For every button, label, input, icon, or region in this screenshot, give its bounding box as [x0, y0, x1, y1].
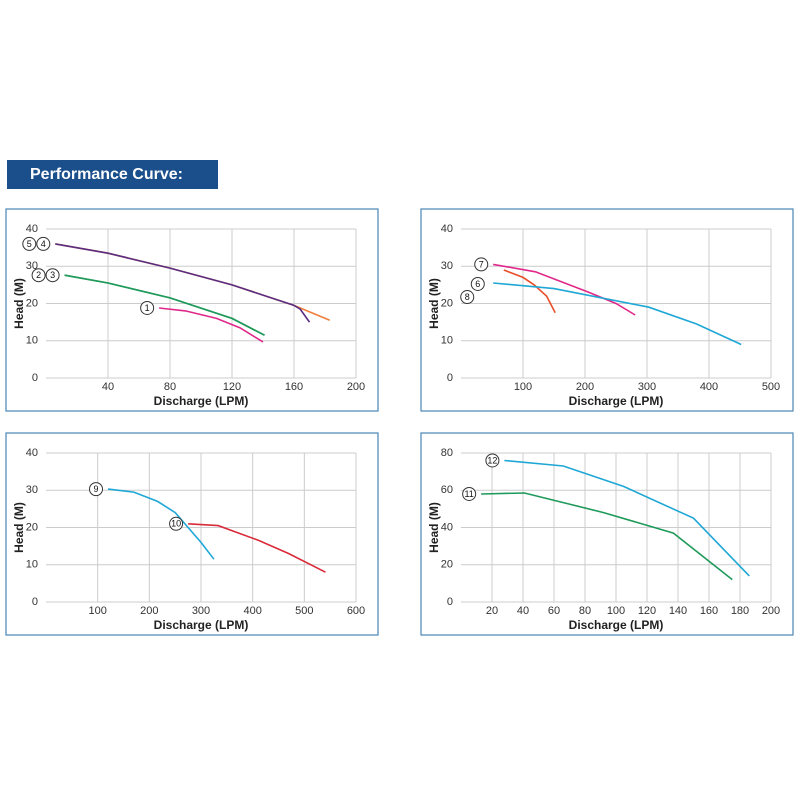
curve	[493, 282, 742, 346]
y-tick-label: 60	[441, 484, 453, 496]
x-tick-label: 400	[243, 605, 261, 617]
x-axis-label: Discharge (LPM)	[569, 618, 664, 632]
panel-frame	[5, 432, 379, 636]
y-tick-label: 20	[26, 521, 38, 533]
curve	[493, 263, 636, 316]
x-tick-label: 200	[762, 605, 780, 617]
curve	[159, 307, 264, 343]
x-axis-label: Discharge (LPM)	[154, 394, 249, 408]
curve-label-circle	[485, 453, 500, 468]
curve-label-circle	[169, 516, 184, 531]
x-tick-label: 100	[88, 605, 106, 617]
panel-frame	[420, 208, 794, 412]
x-tick-label: 40	[517, 605, 529, 617]
curve-label: 7	[479, 259, 484, 269]
y-tick-label: 10	[441, 335, 453, 347]
x-tick-label: 80	[579, 605, 591, 617]
x-tick-label: 120	[638, 605, 656, 617]
x-tick-label: 500	[295, 605, 313, 617]
y-tick-label: 30	[26, 484, 38, 496]
y-tick-label: 80	[441, 447, 453, 459]
curve-label-circle	[45, 268, 60, 283]
curve-label: 5	[27, 239, 32, 249]
x-tick-label: 40	[102, 381, 114, 393]
curve-label-circle	[470, 276, 485, 291]
x-axis-label: Discharge (LPM)	[569, 394, 664, 408]
x-axis-label: Discharge (LPM)	[154, 618, 249, 632]
x-tick-label: 200	[140, 605, 158, 617]
curve-label-circle	[36, 236, 51, 251]
curve-label-circle	[460, 290, 475, 305]
curve-label: 11	[464, 489, 473, 499]
x-tick-label: 180	[731, 605, 749, 617]
y-axis-label: Head (M)	[427, 502, 441, 553]
y-tick-label: 40	[441, 223, 453, 235]
x-tick-label: 160	[285, 381, 303, 393]
x-tick-label: 80	[164, 381, 176, 393]
x-tick-label: 100	[607, 605, 625, 617]
x-tick-label: 300	[638, 381, 656, 393]
y-tick-label: 0	[32, 372, 38, 384]
y-axis-label: Head (M)	[12, 278, 26, 329]
y-tick-label: 0	[32, 596, 38, 608]
header-bar	[7, 160, 218, 189]
y-tick-label: 20	[441, 559, 453, 571]
curve-label-circle	[140, 300, 155, 315]
curve	[504, 459, 750, 577]
curve	[55, 243, 311, 323]
x-tick-label: 140	[669, 605, 687, 617]
y-tick-label: 20	[26, 297, 38, 309]
x-tick-label: 60	[548, 605, 560, 617]
y-tick-label: 10	[26, 559, 38, 571]
y-tick-label: 40	[26, 223, 38, 235]
y-tick-label: 40	[26, 447, 38, 459]
x-tick-label: 160	[700, 605, 718, 617]
curve	[64, 274, 265, 336]
y-tick-label: 30	[26, 260, 38, 272]
y-axis-label: Head (M)	[12, 502, 26, 553]
y-axis-label: Head (M)	[427, 278, 441, 329]
y-tick-label: 0	[447, 372, 453, 384]
y-tick-label: 10	[26, 335, 38, 347]
x-tick-label: 20	[486, 605, 498, 617]
curve-label-circle	[31, 268, 46, 283]
y-tick-label: 0	[447, 596, 453, 608]
x-tick-label: 300	[192, 605, 210, 617]
curve-label: 8	[465, 292, 470, 302]
curve-label-circle	[89, 482, 103, 497]
x-tick-label: 500	[762, 381, 780, 393]
curve	[188, 523, 326, 573]
curve-label: 12	[487, 455, 497, 465]
curve	[55, 243, 331, 322]
curve	[503, 269, 556, 314]
curve-label: 9	[93, 484, 98, 494]
x-tick-label: 200	[576, 381, 594, 393]
x-tick-label: 100	[514, 381, 532, 393]
curve-label: 1	[145, 303, 150, 313]
curve-label-circle	[474, 257, 489, 272]
panel-frame	[5, 208, 379, 412]
curve-label: 4	[41, 239, 46, 249]
curve-label: 3	[50, 270, 55, 280]
panel-frame	[420, 432, 794, 636]
curve-label-circle	[22, 236, 37, 251]
x-tick-label: 400	[700, 381, 718, 393]
curve-label: 6	[475, 279, 480, 289]
curve-label: 10	[171, 519, 181, 529]
curve-label-circle	[462, 486, 477, 501]
x-tick-label: 600	[347, 605, 365, 617]
y-tick-label: 30	[441, 260, 453, 272]
curve-label: 2	[36, 270, 41, 280]
x-tick-label: 200	[347, 381, 365, 393]
header-title: Performance Curve:	[30, 166, 183, 183]
curve	[107, 488, 215, 560]
x-tick-label: 120	[223, 381, 241, 393]
curve	[481, 492, 733, 581]
y-tick-label: 20	[441, 297, 453, 309]
y-tick-label: 40	[441, 521, 453, 533]
